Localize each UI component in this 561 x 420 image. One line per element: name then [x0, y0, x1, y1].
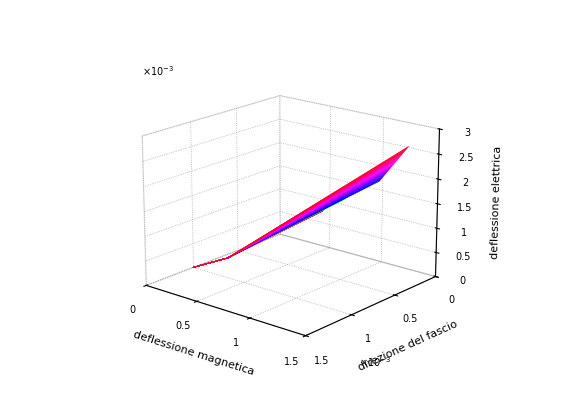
Text: $\times 10^{-3}$: $\times 10^{-3}$: [358, 356, 391, 369]
Text: $\times 10^{-3}$: $\times 10^{-3}$: [142, 65, 174, 78]
X-axis label: deflessione magnetica: deflessione magnetica: [132, 330, 255, 377]
Y-axis label: direzione del fascio: direzione del fascio: [357, 319, 459, 373]
